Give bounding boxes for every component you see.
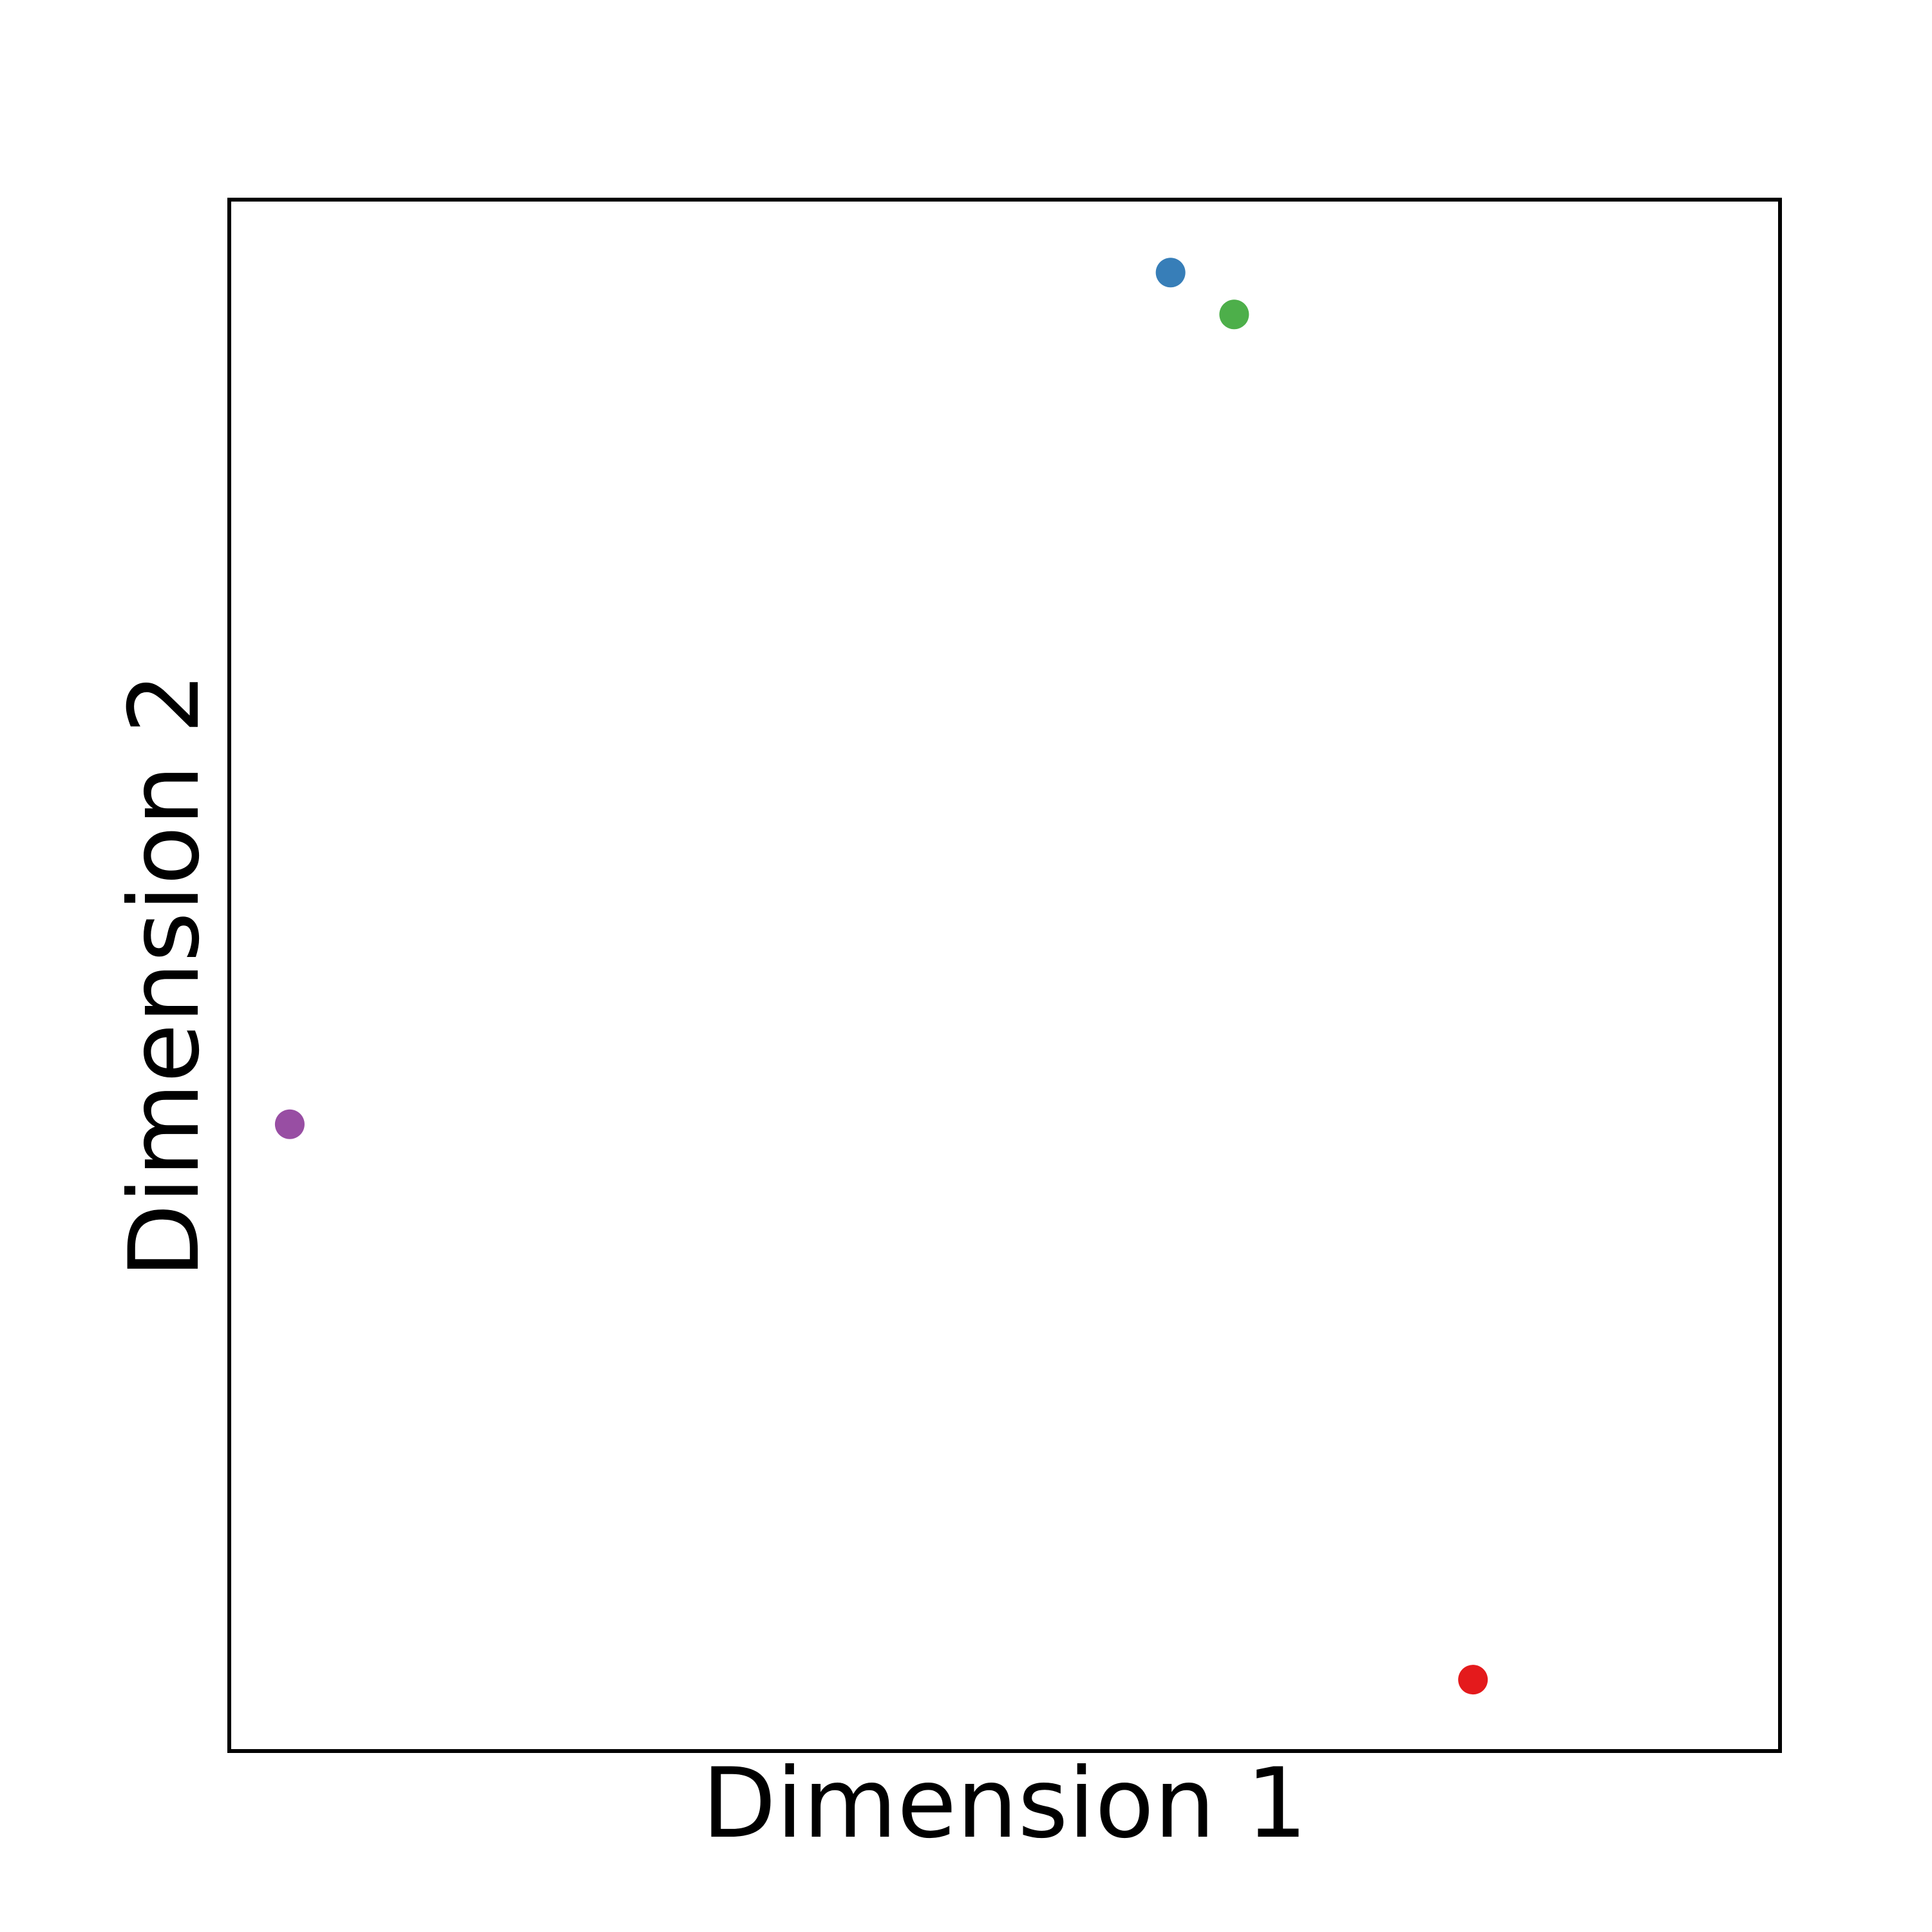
x-axis-label: Dimension 1 [702, 1748, 1307, 1860]
scatter-point-4 [1458, 1665, 1488, 1695]
scatter-point-1 [1155, 258, 1186, 288]
scatter-point-2 [1219, 299, 1249, 330]
plot-frame [227, 198, 1782, 1753]
points-layer [274, 258, 1488, 1695]
scatter-point-3 [274, 1109, 305, 1139]
y-axis-label: Dimension 2 [109, 672, 221, 1278]
